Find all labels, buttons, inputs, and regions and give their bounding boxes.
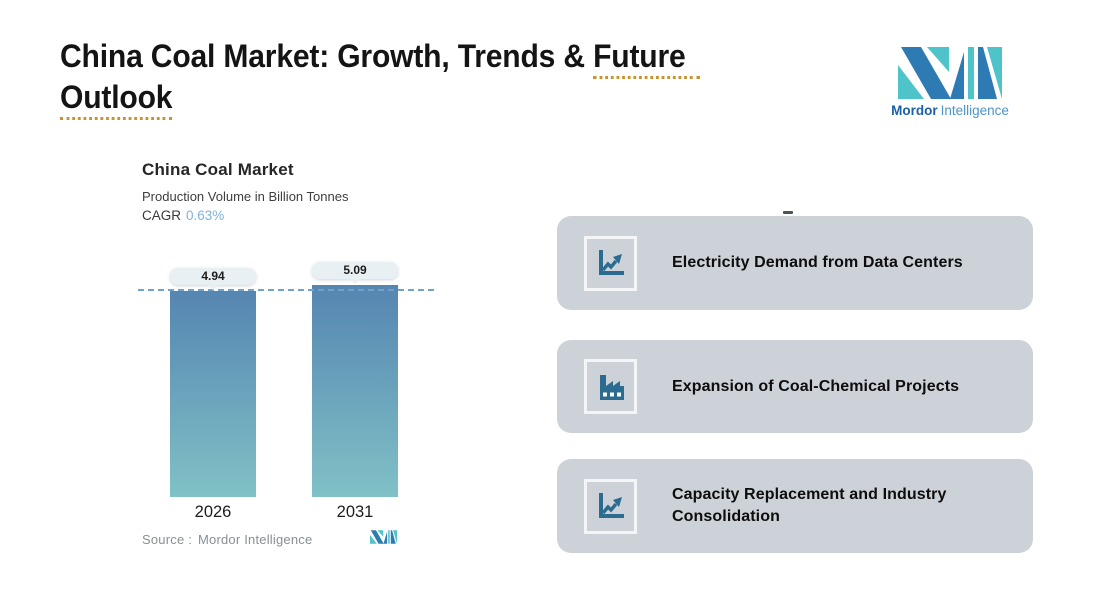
factory-icon [599,374,624,400]
page-title-underlined-word: Future [593,38,701,79]
mordor-intelligence-logo-icon [898,47,1002,99]
card-label: Expansion of Coal-Chemical Projects [672,377,960,395]
value-label-2026: 4.94 [170,268,256,291]
page-title: China Coal Market: Growth, Trends & Futu… [60,36,774,120]
mordor-intelligence-logo-icon [370,530,397,544]
icon-tile [584,235,637,291]
brand-name: Mordor Intelligence [890,103,1010,118]
source-name: Mordor Intelligence [198,532,313,547]
card-label: Capacity Replacement and Industry Consol… [672,486,947,525]
trend-card-electricity-demand: Electricity Demand from Data Centers [557,216,1033,310]
card-label: Electricity Demand from Data Centers [672,254,963,271]
brand-word-mordor: Mordor [891,103,938,118]
bar-2031 [312,285,398,497]
chart-subtitle: Production Volume in Billion Tonnes [142,189,349,204]
chart-title: China Coal Market [142,160,294,179]
line-chart-icon [598,493,624,518]
page-title-text: China Coal Market: Growth, Trends & [60,38,594,74]
cagr-label: CAGR [142,208,182,223]
brand-logo: Mordor Intelligence [890,46,1010,118]
source-line: Source : Mordor Intelligence [142,532,312,547]
brand-word-intelligence: Intelligence [940,103,1009,118]
trend-card-capacity-replacement: Capacity Replacement and Industry Consol… [557,459,1033,553]
icon-tile [584,359,637,414]
page-title-underlined-word-2: Outlook [60,79,173,120]
axis-label-2026: 2026 [194,503,232,521]
source-label: Source : [142,532,193,547]
axis-label-2031: 2031 [336,503,374,521]
cropped-text-artifact [783,211,793,214]
reference-dashed-line [138,289,434,292]
line-chart-icon [598,250,624,275]
plot-area: 4.94 5.09 2026 2031 [138,250,434,521]
icon-tile [584,478,637,534]
bar-2026 [170,291,256,497]
chart-cagr: CAGR 0.63% [142,208,224,223]
cagr-value: 0.63% [186,208,225,223]
trend-card-coal-chemical: Expansion of Coal-Chemical Projects [557,340,1033,433]
value-label-2031: 5.09 [312,262,398,284]
